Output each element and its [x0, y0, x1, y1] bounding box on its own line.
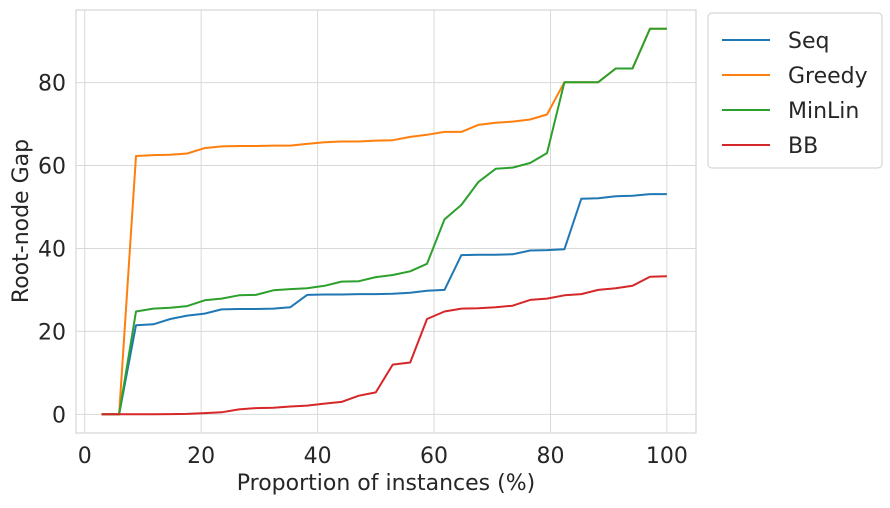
- y-axis-label: Root-node Gap: [9, 139, 34, 303]
- y-tick-labels: 0 20 40 60 80: [38, 72, 66, 429]
- x-axis-label: Proportion of instances (%): [237, 471, 535, 496]
- legend-label-greedy: Greedy: [788, 64, 868, 89]
- x-tick-labels: 0 20 40 60 80 100: [78, 444, 688, 469]
- series-line-minlin: [101, 27, 667, 416]
- legend-label-minlin: MinLin: [788, 99, 859, 124]
- y-tick-label: 20: [38, 320, 66, 345]
- x-tick-label: 60: [420, 444, 448, 469]
- legend-label-seq: Seq: [788, 29, 829, 54]
- legend-box: [707, 12, 883, 169]
- y-tick-label: 40: [38, 237, 66, 262]
- x-tick-label: 80: [536, 444, 564, 469]
- series-lines: [101, 27, 667, 416]
- series-line-seq: [101, 193, 667, 416]
- y-tick-label: 60: [38, 155, 66, 180]
- x-tick-label: 40: [304, 444, 332, 469]
- plot-background: [75, 9, 697, 434]
- y-tick-label: 80: [38, 72, 66, 97]
- x-tick-label: 100: [646, 444, 688, 469]
- legend: Seq Greedy MinLin BB: [707, 12, 883, 169]
- x-tick-label: 20: [187, 444, 215, 469]
- legend-label-bb: BB: [788, 134, 818, 159]
- x-tick-label: 0: [78, 444, 92, 469]
- y-tick-label: 0: [52, 403, 66, 428]
- series-line-bb: [101, 275, 667, 416]
